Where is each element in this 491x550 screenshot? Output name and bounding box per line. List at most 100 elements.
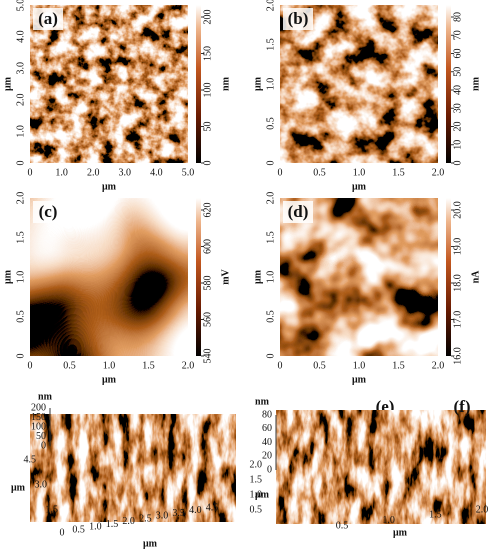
colorbar bbox=[196, 5, 201, 163]
colorbar-tick-label: 18.0 bbox=[452, 274, 463, 292]
x-tick-label: 1.5 bbox=[142, 360, 155, 371]
y-tick-label: 1.5 bbox=[46, 504, 59, 515]
y-tick-label: 4.5 bbox=[24, 454, 37, 465]
z-tick-label: 20 bbox=[262, 451, 272, 462]
x-tick-label: 0 bbox=[278, 360, 283, 371]
y-tick-label: 2.0 bbox=[265, 0, 276, 11]
y-axis-label: μm bbox=[11, 482, 26, 493]
x-tick-label: 4.0 bbox=[150, 167, 163, 178]
x-tick-label: 3.0 bbox=[156, 511, 169, 522]
y-tick-label: 1.5 bbox=[250, 474, 263, 485]
z-tick-label: 0 bbox=[267, 464, 272, 475]
colorbar-tick-label: 600 bbox=[202, 239, 213, 254]
y-tick-label: 2.0 bbox=[15, 94, 26, 107]
x-tick-label: 3.0 bbox=[119, 167, 132, 178]
colorbar-tick-label: 560 bbox=[202, 312, 213, 327]
y-tick-label: 0.5 bbox=[250, 504, 263, 515]
z-tick-label: 40 bbox=[262, 437, 272, 448]
x-tick-label: 2.0 bbox=[432, 360, 445, 371]
z-tick-label: 60 bbox=[262, 423, 272, 434]
colorbar-tick-label: 19.0 bbox=[452, 238, 463, 256]
y-tick-label: 0.5 bbox=[265, 117, 276, 130]
colorbar-tick-label: 100 bbox=[202, 83, 213, 98]
y-tick-label: 3.0 bbox=[15, 62, 26, 75]
y-tick-label: 0 bbox=[15, 161, 26, 166]
x-tick-label: 1.0 bbox=[89, 522, 102, 533]
colorbar-label: nm bbox=[220, 76, 231, 91]
x-tick-label: 5.0 bbox=[182, 167, 195, 178]
z-axis-label: nm bbox=[38, 391, 53, 402]
x-tick-label: 1.0 bbox=[103, 360, 116, 371]
x-tick-label: 0.5 bbox=[63, 360, 76, 371]
y-axis-label: μm bbox=[252, 76, 263, 91]
x-tick-label: 0.5 bbox=[72, 525, 85, 536]
x-tick-label: 1.5 bbox=[429, 510, 442, 521]
colorbar bbox=[196, 198, 201, 356]
x-tick-label: 1.5 bbox=[392, 360, 405, 371]
colorbar-tick-label: 200 bbox=[202, 10, 213, 25]
panel-label: (b) bbox=[288, 9, 309, 28]
x-tick-label: 2.0 bbox=[87, 167, 100, 178]
y-tick-label: 5.0 bbox=[15, 0, 26, 11]
panel-label: (e) bbox=[376, 397, 395, 416]
z-tick-label: 0 bbox=[41, 440, 46, 451]
colorbar-tick-label: 40 bbox=[452, 85, 463, 95]
colorbar-tick-label: 20 bbox=[452, 122, 463, 132]
panel-label-box bbox=[283, 201, 313, 223]
x-tick-label: 0.5 bbox=[313, 360, 326, 371]
y-axis-label: μm bbox=[252, 269, 263, 284]
x-tick-label: 1.0 bbox=[353, 360, 366, 371]
colorbar-tick-label: 10 bbox=[452, 140, 463, 150]
x-tick-label: 1.0 bbox=[382, 515, 395, 526]
x-tick-label: 1.0 bbox=[353, 167, 366, 178]
colorbar-tick-label: 17.0 bbox=[452, 311, 463, 329]
y-tick-label: 1.0 bbox=[265, 78, 276, 91]
panel-label: (d) bbox=[288, 202, 309, 221]
afm-image bbox=[280, 198, 438, 356]
y-axis-label: μm bbox=[2, 269, 13, 284]
y-axis-label: μm bbox=[2, 76, 13, 91]
y-tick-label: 1.0 bbox=[15, 125, 26, 138]
y-tick-label: 2.0 bbox=[250, 459, 263, 470]
x-tick-label: 0 bbox=[278, 167, 283, 178]
y-tick-label: 0 bbox=[265, 161, 276, 166]
x-tick-label: 1.0 bbox=[55, 167, 68, 178]
surface-3d bbox=[275, 409, 487, 525]
panel-label: (f) bbox=[454, 397, 471, 416]
x-tick-label: 2.0 bbox=[476, 504, 489, 515]
afm-image bbox=[280, 5, 438, 163]
colorbar-label: mV bbox=[220, 268, 231, 284]
colorbar-label: nm bbox=[470, 76, 481, 91]
colorbar-tick-label: 80 bbox=[452, 12, 463, 22]
panel-label: (a) bbox=[38, 9, 58, 28]
y-tick-label: 1.5 bbox=[265, 38, 276, 51]
x-tick-label: 0.5 bbox=[336, 520, 349, 531]
afm-image bbox=[30, 198, 188, 356]
x-tick-label: 3.5 bbox=[172, 508, 185, 519]
x-tick-label: 0 bbox=[60, 527, 65, 538]
y-tick-label: 2.0 bbox=[15, 192, 26, 205]
colorbar bbox=[446, 198, 451, 356]
colorbar-tick-label: 20.0 bbox=[452, 201, 463, 219]
y-tick-label: 0.5 bbox=[265, 310, 276, 323]
panel-label-box bbox=[33, 201, 63, 223]
colorbar-tick-label: 620 bbox=[202, 203, 213, 218]
z-tick-label: 80 bbox=[262, 409, 272, 420]
x-tick-label: 0 bbox=[28, 167, 33, 178]
y-tick-label: 0.5 bbox=[15, 310, 26, 323]
colorbar-tick-label: 50 bbox=[452, 67, 463, 77]
y-tick-label: 1.5 bbox=[265, 231, 276, 244]
y-tick-label: 1.0 bbox=[250, 489, 263, 500]
y-tick-label: 1.5 bbox=[15, 231, 26, 244]
colorbar-tick-label: 0 bbox=[452, 161, 463, 166]
x-tick-label: 1.5 bbox=[392, 167, 405, 178]
colorbar-tick-label: 16.0 bbox=[452, 347, 463, 365]
x-tick-label: 4.5 bbox=[206, 502, 219, 513]
surface-3d bbox=[29, 413, 237, 523]
colorbar bbox=[446, 5, 451, 163]
colorbar-tick-label: 540 bbox=[202, 349, 213, 364]
x-tick-label: 2.0 bbox=[182, 360, 195, 371]
colorbar-tick-label: 150 bbox=[202, 46, 213, 61]
x-tick-label: 2.0 bbox=[432, 167, 445, 178]
colorbar-tick-label: 580 bbox=[202, 276, 213, 291]
